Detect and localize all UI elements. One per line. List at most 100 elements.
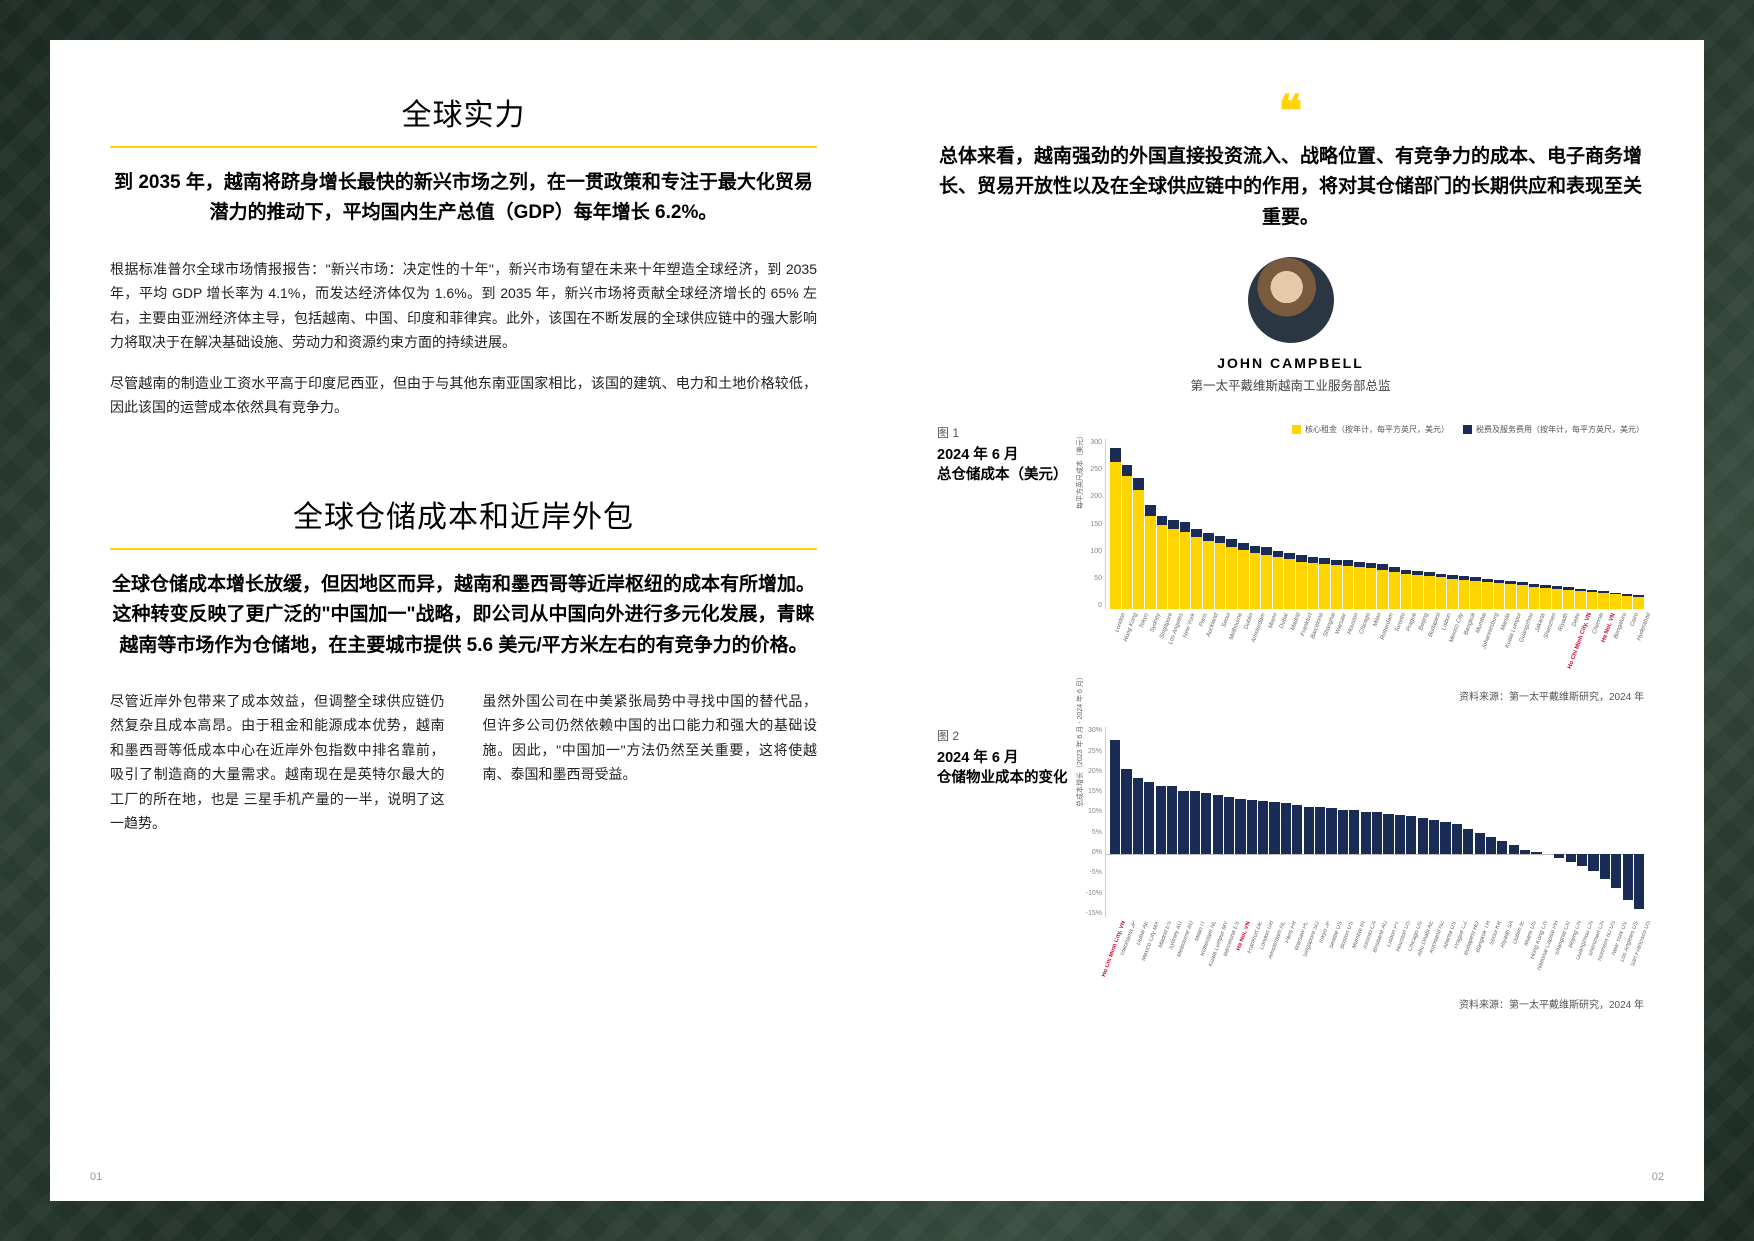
bar	[1133, 439, 1144, 609]
bar	[1401, 439, 1412, 609]
bar	[1543, 727, 1553, 917]
bar	[1447, 439, 1458, 609]
bar	[1377, 439, 1388, 609]
page-spread: 全球实力 到 2035 年，越南将跻身增长最快的新兴市场之列，在一贯政策和专注于…	[50, 40, 1704, 1201]
section-global-strength: 全球实力 到 2035 年，越南将跻身增长最快的新兴市场之列，在一贯政策和专注于…	[110, 90, 817, 436]
bar	[1494, 439, 1505, 609]
bar	[1459, 439, 1470, 609]
bar	[1383, 727, 1393, 917]
figure-2-chart: 总成本增长（2023 年 6 月 - 2024 年 6 月） 30%25%20%…	[1105, 727, 1644, 1011]
figure-2-source: 资料来源：第一太平戴维斯研究，2024 年	[1105, 996, 1644, 1011]
bar	[1623, 727, 1633, 917]
page-left: 全球实力 到 2035 年，越南将跻身增长最快的新兴市场之列，在一贯政策和专注于…	[50, 40, 877, 1201]
bar	[1331, 439, 1342, 609]
figure-1-xlabels: LondonHong KongTokyoSydneySingaporeLos A…	[1105, 612, 1644, 682]
bar	[1157, 439, 1168, 609]
quote-mark-icon: ❝	[937, 90, 1644, 134]
bar	[1429, 727, 1439, 917]
pull-quote: 总体来看，越南强劲的外国直接投资流入、战略位置、有竞争力的成本、电子商务增长、贸…	[937, 142, 1644, 233]
bar	[1552, 439, 1563, 609]
bar	[1110, 727, 1120, 917]
bar	[1505, 439, 1516, 609]
bar	[1215, 439, 1226, 609]
bar	[1436, 439, 1447, 609]
bar	[1224, 727, 1234, 917]
bar	[1440, 727, 1450, 917]
bar	[1554, 727, 1564, 917]
bar	[1372, 727, 1382, 917]
bar	[1226, 439, 1237, 609]
bar	[1395, 727, 1405, 917]
section1-p2: 尽管越南的制造业工资水平高于印度尼西亚，但由于与其他东南亚国家相比，该国的建筑、…	[110, 371, 817, 420]
bar	[1319, 439, 1330, 609]
bar	[1180, 439, 1191, 609]
bar	[1167, 727, 1177, 917]
bar	[1238, 439, 1249, 609]
section1-lede: 到 2035 年，越南将跻身增长最快的新兴市场之列，在一贯政策和专注于最大化贸易…	[110, 168, 817, 229]
bar	[1191, 439, 1202, 609]
bar	[1133, 727, 1143, 917]
figure-2-title: 2024 年 6 月仓储物业成本的变化	[937, 748, 1087, 789]
bar	[1463, 727, 1473, 917]
bar	[1235, 727, 1245, 917]
bar	[1122, 439, 1133, 609]
bar	[1110, 439, 1121, 609]
page-right: ❝ 总体来看，越南强劲的外国直接投资流入、战略位置、有竞争力的成本、电子商务增长…	[877, 40, 1704, 1201]
bar	[1315, 727, 1325, 917]
bar	[1406, 727, 1416, 917]
page-number-right: 02	[1652, 1171, 1664, 1183]
figure-2-bars: 总成本增长（2023 年 6 月 - 2024 年 6 月） 30%25%20%…	[1105, 727, 1644, 917]
bar	[1273, 439, 1284, 609]
legend-item: 核心租金（按年计，每平方英尺，美元）	[1292, 424, 1449, 435]
bar	[1509, 727, 1519, 917]
figure-1: 图 1 2024 年 6 月总仓储成本（美元） 核心租金（按年计，每平方英尺，美…	[937, 424, 1644, 703]
bar	[1633, 439, 1644, 609]
figure-1-bars: 每平方英尺成本（美元） 300250200150100500	[1105, 439, 1644, 609]
bar	[1168, 439, 1179, 609]
figure-2-xlabels: Ho Chi Minh City, VNYokohama JPDubai AEM…	[1105, 920, 1644, 990]
bar	[1261, 439, 1272, 609]
bar	[1600, 727, 1610, 917]
bar	[1326, 727, 1336, 917]
section1-title: 全球实力	[110, 90, 817, 134]
section1-p1: 根据标准普尔全球市场情报报告："新兴市场：决定性的十年"，新兴市场有望在未来十年…	[110, 257, 817, 355]
bar	[1598, 439, 1609, 609]
figure-1-yticks: 300250200150100500	[1084, 439, 1102, 609]
section2-lede: 全球仓储成本增长放缓，但因地区而异，越南和墨西哥等近岸枢纽的成本有所增加。这种转…	[110, 570, 817, 661]
bar	[1497, 727, 1507, 917]
bar	[1412, 439, 1423, 609]
bar	[1418, 727, 1428, 917]
figure-2-num: 图 2	[937, 727, 1087, 744]
section-warehousing-cost: 全球仓储成本和近岸外包 全球仓储成本增长放缓，但因地区而异，越南和墨西哥等近岸枢…	[110, 492, 817, 852]
section2-colA: 尽管近岸外包带来了成本效益，但调整全球供应链仍然复杂且成本高昂。由于租金和能源成…	[110, 689, 445, 836]
bar	[1349, 727, 1359, 917]
bar	[1610, 439, 1621, 609]
bar	[1566, 727, 1576, 917]
bar	[1308, 439, 1319, 609]
figure-1-chart: 核心租金（按年计，每平方英尺，美元）税费及服务费用（按年计，每平方英尺，美元） …	[1105, 424, 1644, 703]
bar	[1190, 727, 1200, 917]
bar	[1144, 727, 1154, 917]
bar	[1269, 727, 1279, 917]
bar	[1304, 727, 1314, 917]
author-name: JOHN CAMPBELL	[937, 355, 1644, 371]
bar	[1587, 439, 1598, 609]
bar	[1258, 727, 1268, 917]
bar	[1366, 439, 1377, 609]
bar	[1284, 439, 1295, 609]
bar	[1611, 727, 1621, 917]
bar	[1338, 727, 1348, 917]
figure-1-title: 2024 年 6 月总仓储成本（美元）	[937, 445, 1087, 486]
bar	[1213, 727, 1223, 917]
figure-2: 图 2 2024 年 6 月仓储物业成本的变化 总成本增长（2023 年 6 月…	[937, 727, 1644, 1011]
bar	[1389, 439, 1400, 609]
bar	[1121, 727, 1131, 917]
figure-2-yticks: 30%25%20%15%10%5%0%-5%-10%-15%	[1084, 727, 1102, 917]
author-avatar	[1248, 257, 1334, 343]
author-title: 第一太平戴维斯越南工业服务部总监	[937, 375, 1644, 394]
bar	[1540, 439, 1551, 609]
figure-1-num: 图 1	[937, 424, 1087, 441]
legend-item: 税费及服务费用（按年计，每平方英尺，美元）	[1463, 424, 1644, 435]
yellow-rule	[110, 146, 817, 148]
bar	[1634, 727, 1644, 917]
